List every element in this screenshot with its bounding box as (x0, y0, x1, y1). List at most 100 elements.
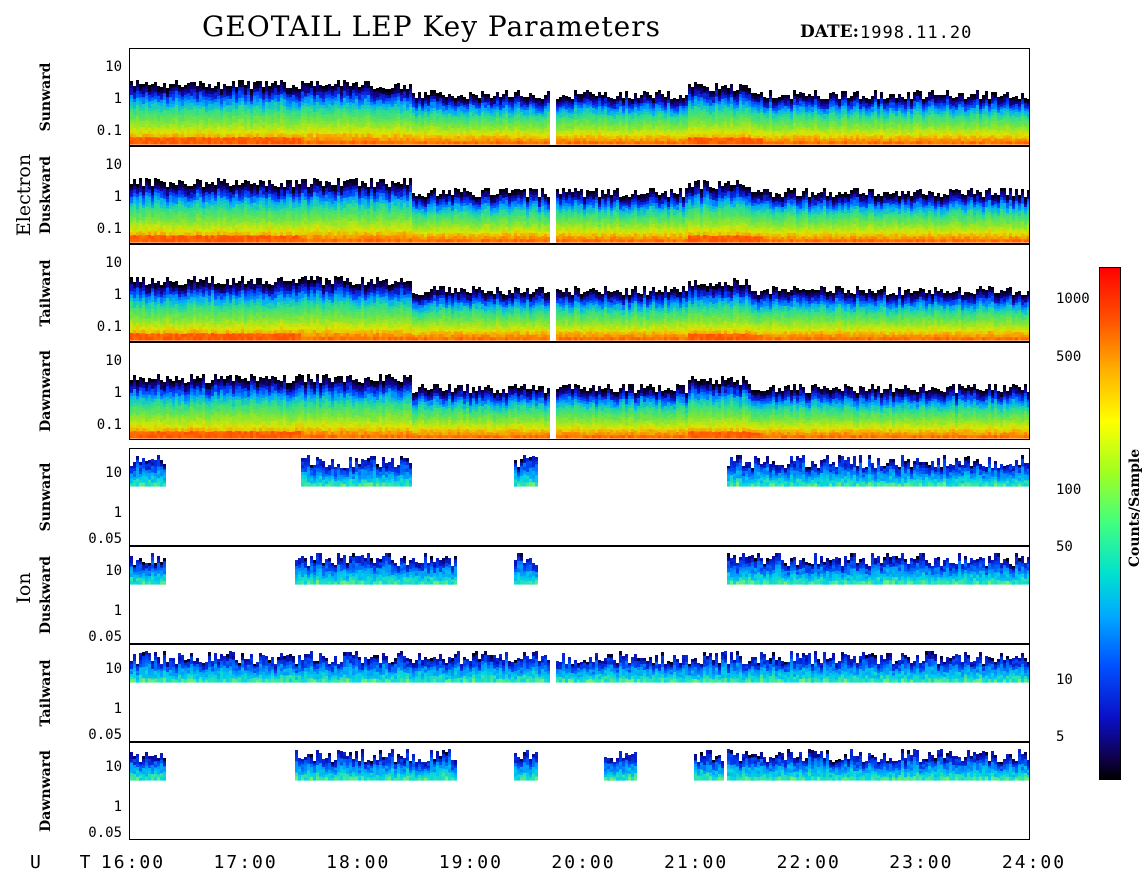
spectrogram-cell (238, 87, 241, 92)
spectrogram-cell (472, 124, 475, 128)
spectrogram-cell (205, 87, 208, 91)
spectrogram-cell (832, 97, 835, 102)
spectrogram-cell (313, 92, 316, 97)
spectrogram-cell (400, 119, 403, 124)
spectrogram-cell (403, 114, 406, 119)
spectrogram-cell (298, 131, 301, 136)
spectrogram-cell (283, 99, 286, 104)
spectrogram-cell (235, 125, 238, 129)
spectrogram-cell (613, 121, 616, 125)
spectrogram-cell (715, 137, 718, 142)
spectrogram-cell (592, 113, 595, 117)
spectrogram-cell (274, 133, 277, 138)
spectrogram-cell (502, 119, 505, 123)
spectrogram-cell (376, 100, 379, 105)
spectrogram-cell (781, 114, 784, 118)
spectrogram-cell (898, 116, 901, 120)
spectrogram-cell (667, 96, 670, 101)
spectrogram-cell (865, 110, 868, 114)
spectrogram-cell (619, 118, 622, 122)
spectrogram-cell (307, 93, 310, 98)
spectrogram-cell (841, 99, 844, 104)
spectrogram-cell (919, 120, 922, 124)
spectrogram-cell (790, 109, 793, 113)
spectrogram-cell (628, 123, 631, 127)
spectrogram-cell (307, 137, 310, 142)
spectrogram-cell (307, 133, 310, 138)
spectrogram-cell (850, 112, 853, 116)
spectrogram-cell (139, 84, 142, 88)
spectrogram-cell (187, 86, 190, 91)
spectrogram-cell (385, 125, 388, 130)
spectrogram-cell (493, 98, 496, 102)
spectrogram-cell (277, 130, 280, 135)
spectrogram-cell (931, 114, 934, 118)
spectrogram-cell (682, 126, 685, 130)
spectrogram-cell (436, 101, 439, 105)
spectrogram-cell (727, 140, 730, 145)
spectrogram-cell (619, 138, 622, 142)
spectrogram-cell (730, 97, 733, 102)
spectrogram-cell (517, 96, 520, 100)
spectrogram-cell (943, 103, 946, 107)
spectrogram-cell (187, 137, 190, 142)
spectrogram-cell (514, 112, 517, 116)
spectrogram-cell (208, 127, 211, 132)
spectrogram-cell (337, 129, 340, 134)
spectrogram-cell (193, 123, 196, 128)
spectrogram-cell (181, 118, 184, 123)
spectrogram-cell (163, 93, 166, 98)
spectrogram-cell (748, 128, 751, 133)
spectrogram-cell (703, 134, 706, 139)
spectrogram-cell (307, 99, 310, 104)
spectrogram-cell (388, 137, 391, 142)
spectrogram-cell (412, 107, 415, 111)
spectrogram-cell (691, 121, 694, 126)
spectrogram-cell (643, 138, 646, 142)
spectrogram-cell (790, 99, 793, 103)
spectrogram-cell (418, 138, 421, 142)
spectrogram-cell (343, 115, 346, 120)
spectrogram-cell (613, 104, 616, 108)
spectrogram-cell (664, 141, 667, 145)
spectrogram-cell (847, 133, 850, 137)
spectrogram-cell (202, 99, 205, 104)
spectrogram-cell (859, 141, 862, 145)
spectrogram-cell (955, 99, 958, 103)
spectrogram-cell (157, 111, 160, 116)
spectrogram-cell (160, 112, 163, 117)
spectrogram-cell (904, 111, 907, 115)
spectrogram-cell (781, 124, 784, 129)
spectrogram-cell (379, 134, 382, 139)
spectrogram-cell (445, 120, 448, 124)
spectrogram-cell (913, 141, 916, 145)
spectrogram-cell (397, 89, 400, 94)
spectrogram-cell (682, 98, 685, 102)
spectrogram-cell (625, 117, 628, 121)
spectrogram-cell (166, 125, 169, 129)
spectrogram-cell (484, 99, 487, 103)
spectrogram-cell (847, 108, 850, 112)
spectrogram-cell (712, 93, 715, 98)
spectrogram-cell (412, 124, 415, 128)
spectrogram-cell (601, 100, 604, 104)
spectrogram-cell (589, 97, 592, 102)
spectrogram-cell (460, 97, 463, 101)
spectrogram-cell (424, 106, 427, 110)
spectrogram-cell (451, 125, 454, 129)
spectrogram-cell (208, 94, 211, 98)
spectrogram-cell (511, 102, 514, 106)
spectrogram-cell (793, 108, 796, 112)
spectrogram-cell (838, 131, 841, 135)
spectrogram-cell (571, 106, 574, 110)
spectrogram-cell (589, 118, 592, 122)
spectrogram-cell (820, 136, 823, 140)
spectrogram-cell (859, 134, 862, 138)
spectrogram-cell (220, 119, 223, 124)
spectrogram-cell (184, 121, 187, 125)
spectrogram-cell (640, 138, 643, 142)
spectrogram-cell (832, 112, 835, 116)
spectrogram-cell (736, 129, 739, 133)
spectrogram-cell (592, 110, 595, 115)
spectrogram-cell (610, 103, 613, 107)
